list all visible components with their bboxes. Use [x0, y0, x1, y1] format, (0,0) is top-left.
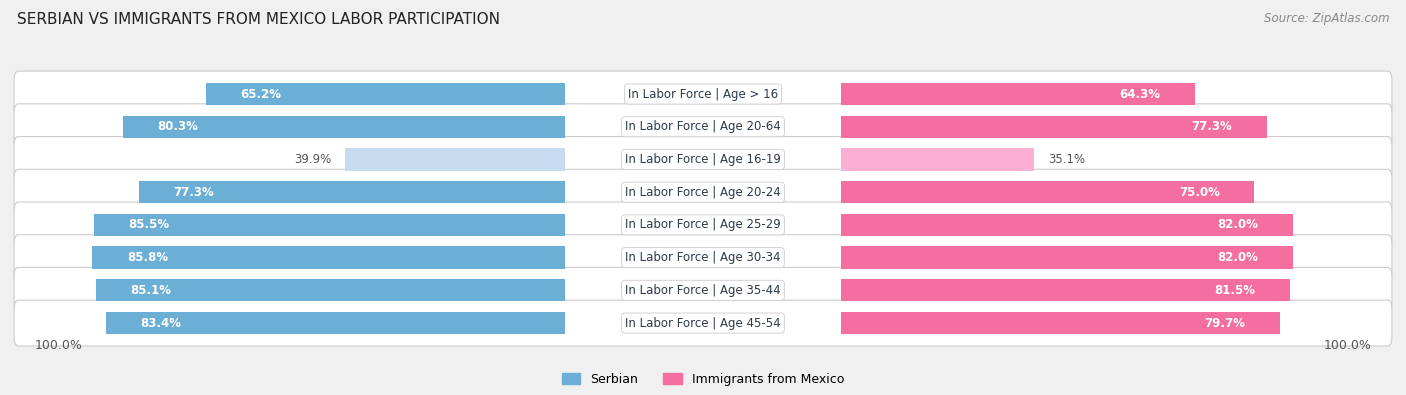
- Text: 85.5%: 85.5%: [128, 218, 170, 231]
- Text: 39.9%: 39.9%: [294, 153, 332, 166]
- Text: 83.4%: 83.4%: [141, 316, 181, 329]
- Bar: [841, 312, 1279, 334]
- Text: 100.0%: 100.0%: [1323, 339, 1371, 352]
- Text: 77.3%: 77.3%: [173, 186, 214, 199]
- Bar: [346, 149, 565, 171]
- Text: 82.0%: 82.0%: [1218, 251, 1258, 264]
- Text: In Labor Force | Age 45-54: In Labor Force | Age 45-54: [626, 316, 780, 329]
- Text: 65.2%: 65.2%: [240, 88, 281, 100]
- FancyBboxPatch shape: [14, 104, 1392, 150]
- Text: 100.0%: 100.0%: [35, 339, 83, 352]
- Text: SERBIAN VS IMMIGRANTS FROM MEXICO LABOR PARTICIPATION: SERBIAN VS IMMIGRANTS FROM MEXICO LABOR …: [17, 12, 501, 27]
- Bar: [841, 214, 1292, 236]
- Text: In Labor Force | Age 35-44: In Labor Force | Age 35-44: [626, 284, 780, 297]
- Text: In Labor Force | Age 25-29: In Labor Force | Age 25-29: [626, 218, 780, 231]
- Bar: [139, 181, 565, 203]
- Bar: [841, 83, 1195, 105]
- Text: In Labor Force | Age 20-24: In Labor Force | Age 20-24: [626, 186, 780, 199]
- Bar: [122, 116, 565, 138]
- Bar: [841, 279, 1289, 301]
- Text: 85.1%: 85.1%: [131, 284, 172, 297]
- FancyBboxPatch shape: [14, 267, 1392, 313]
- Text: 77.3%: 77.3%: [1192, 120, 1233, 133]
- Legend: Serbian, Immigrants from Mexico: Serbian, Immigrants from Mexico: [557, 368, 849, 391]
- Text: 35.1%: 35.1%: [1047, 153, 1085, 166]
- Text: 79.7%: 79.7%: [1205, 316, 1246, 329]
- Bar: [841, 116, 1267, 138]
- FancyBboxPatch shape: [14, 300, 1392, 346]
- Text: 75.0%: 75.0%: [1178, 186, 1220, 199]
- Text: In Labor Force | Age 20-64: In Labor Force | Age 20-64: [626, 120, 780, 133]
- Bar: [94, 214, 565, 236]
- FancyBboxPatch shape: [14, 235, 1392, 280]
- Bar: [105, 312, 565, 334]
- Text: In Labor Force | Age 30-34: In Labor Force | Age 30-34: [626, 251, 780, 264]
- FancyBboxPatch shape: [14, 71, 1392, 117]
- Bar: [841, 149, 1035, 171]
- Text: 85.8%: 85.8%: [127, 251, 167, 264]
- Text: 82.0%: 82.0%: [1218, 218, 1258, 231]
- Bar: [841, 181, 1254, 203]
- Text: Source: ZipAtlas.com: Source: ZipAtlas.com: [1264, 12, 1389, 25]
- FancyBboxPatch shape: [14, 137, 1392, 182]
- Text: 81.5%: 81.5%: [1215, 284, 1256, 297]
- Text: In Labor Force | Age 16-19: In Labor Force | Age 16-19: [626, 153, 780, 166]
- Bar: [96, 279, 565, 301]
- FancyBboxPatch shape: [14, 202, 1392, 248]
- Bar: [93, 246, 565, 269]
- Text: 64.3%: 64.3%: [1119, 88, 1161, 100]
- Bar: [205, 83, 565, 105]
- Text: 80.3%: 80.3%: [157, 120, 198, 133]
- Text: In Labor Force | Age > 16: In Labor Force | Age > 16: [628, 88, 778, 100]
- Bar: [841, 246, 1292, 269]
- FancyBboxPatch shape: [14, 169, 1392, 215]
